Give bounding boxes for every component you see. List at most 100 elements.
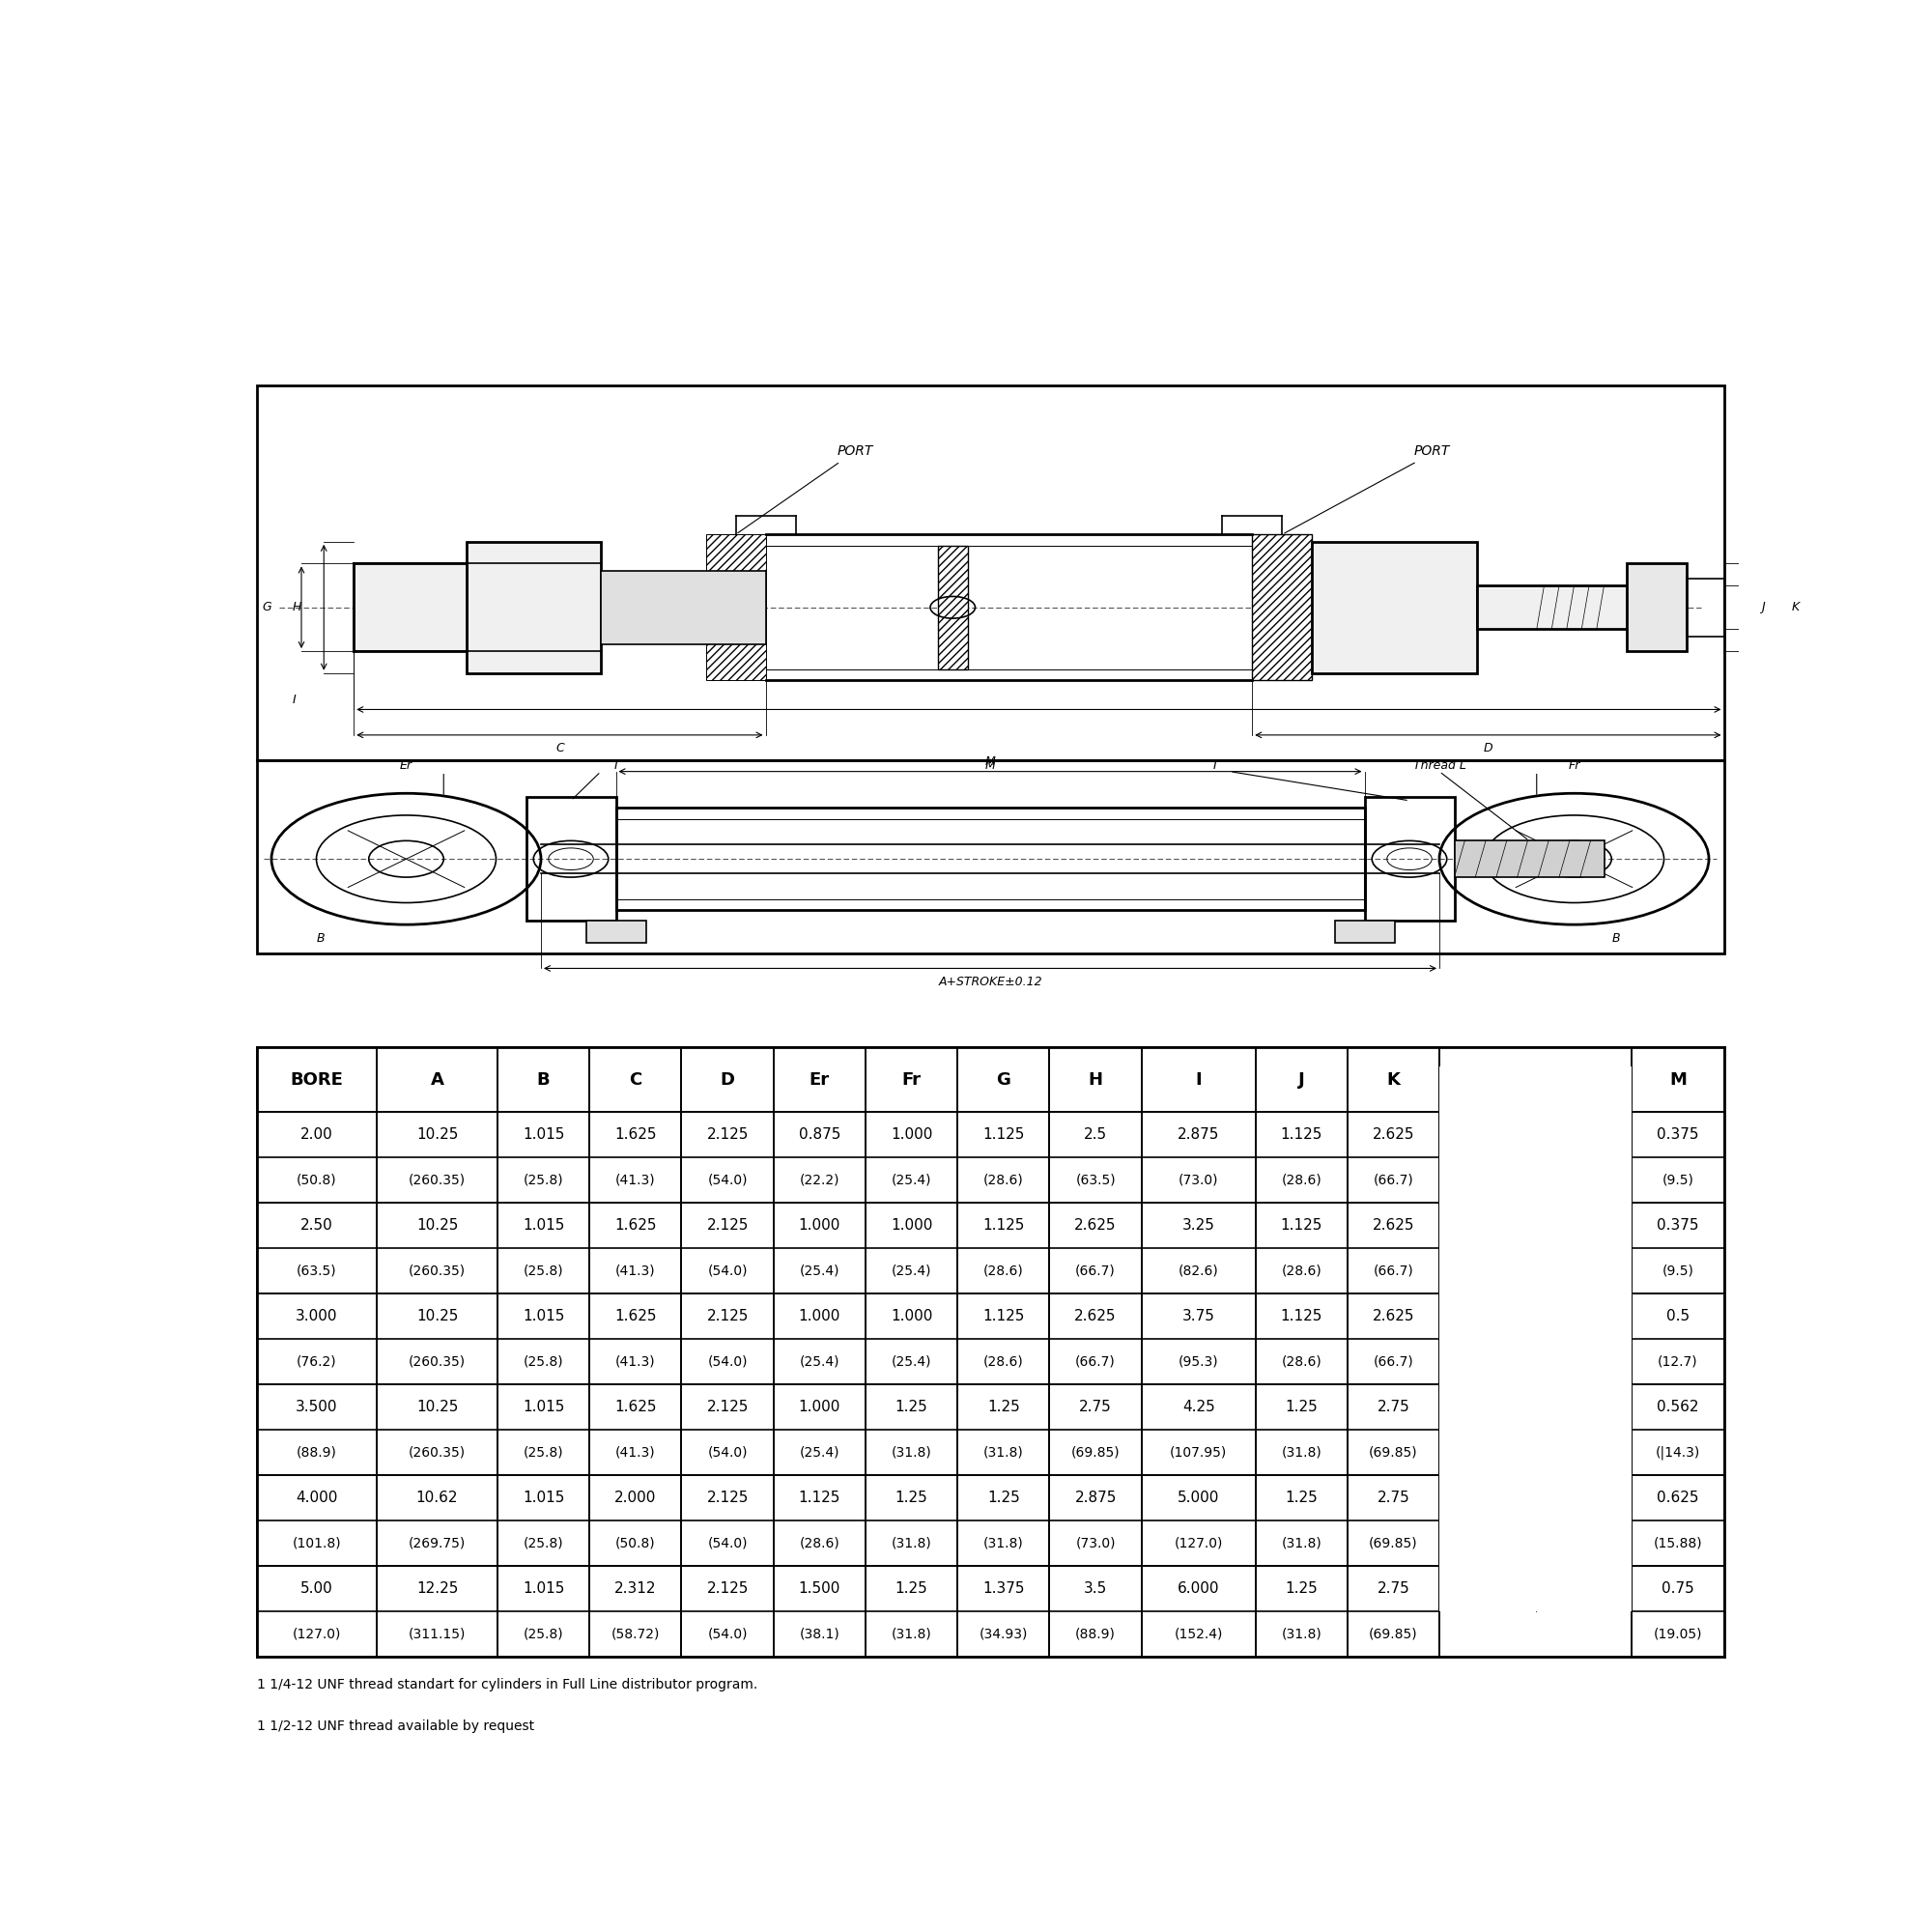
Text: 3.5: 3.5 [1084,1582,1107,1596]
Text: 5.00: 5.00 [299,1582,332,1596]
Text: (|14.3): (|14.3) [1656,1445,1700,1459]
Text: 2.125: 2.125 [707,1310,748,1323]
Text: M: M [985,755,995,767]
Text: 2.00: 2.00 [299,1126,332,1142]
Text: I: I [1213,759,1217,771]
Text: 1.25: 1.25 [895,1401,927,1414]
Text: (95.3): (95.3) [1179,1354,1219,1368]
Text: A+STROKE±0.12: A+STROKE±0.12 [939,976,1041,989]
Text: 1.015: 1.015 [522,1126,564,1142]
Text: 1.625: 1.625 [614,1310,657,1323]
Bar [1335,922,1395,943]
Text: (31.8): (31.8) [891,1445,931,1459]
Text: (31.8): (31.8) [1281,1627,1321,1640]
Text: (31.8): (31.8) [983,1445,1024,1459]
Text: J: J [1298,1070,1304,1088]
Bar [1627,564,1687,651]
Text: 1.125: 1.125 [798,1492,840,1505]
Text: (54.0): (54.0) [707,1173,748,1186]
Text: (66.7): (66.7) [1076,1264,1115,1277]
Text: 1.015: 1.015 [522,1401,564,1414]
Text: 1.125: 1.125 [983,1126,1024,1142]
Text: (66.7): (66.7) [1374,1264,1414,1277]
Text: 1.015: 1.015 [522,1217,564,1233]
Text: 1.000: 1.000 [891,1217,933,1233]
Text: (34.93): (34.93) [980,1627,1028,1640]
Text: 2.125: 2.125 [707,1217,748,1233]
Text: (25.8): (25.8) [524,1354,564,1368]
Text: 3.75: 3.75 [1182,1310,1215,1323]
Text: 5.000: 5.000 [1177,1492,1219,1505]
Text: (54.0): (54.0) [707,1445,748,1459]
Text: (69.85): (69.85) [1370,1445,1418,1459]
Text: 1.500: 1.500 [798,1582,840,1596]
Text: 1 1/16-12 UNF: 1 1/16-12 UNF [1488,1150,1584,1163]
Text: M: M [985,759,995,771]
Text: 4.000: 4.000 [296,1492,338,1505]
Text: 1.015: 1.015 [522,1582,564,1596]
Text: (73.0): (73.0) [1179,1173,1219,1186]
Bar [1364,798,1455,922]
Text: (58.72): (58.72) [611,1627,659,1640]
Text: (25.4): (25.4) [800,1354,840,1368]
Text: 2.75: 2.75 [1080,1401,1111,1414]
Text: 1.000: 1.000 [798,1401,840,1414]
Bar [937,545,968,668]
Text: Er: Er [810,1070,829,1088]
Text: I: I [1196,1070,1202,1088]
Text: C: C [556,742,564,755]
Text: (12.7): (12.7) [1658,1354,1698,1368]
Text: (127.0): (127.0) [1175,1536,1223,1549]
Text: (28.6): (28.6) [1281,1264,1321,1277]
Text: (9.5): (9.5) [1662,1173,1694,1186]
Text: G: G [263,601,270,614]
Text: (25.8): (25.8) [524,1264,564,1277]
Text: (25.8): (25.8) [524,1627,564,1640]
Text: Fr: Fr [1569,759,1580,771]
Text: 2.875: 2.875 [1074,1492,1117,1505]
Text: (54.0): (54.0) [707,1627,748,1640]
Bar [1455,840,1604,877]
Text: (76.2): (76.2) [298,1354,336,1368]
Text: J: J [1762,601,1766,614]
Text: 2.625: 2.625 [1372,1217,1414,1233]
Text: 1.625: 1.625 [614,1217,657,1233]
Text: B: B [1611,931,1619,945]
Text: (69.85): (69.85) [1070,1445,1121,1459]
Bar [705,535,765,680]
Text: (66.7): (66.7) [1374,1354,1414,1368]
Text: 0.5: 0.5 [1665,1310,1689,1323]
Bar [354,564,466,651]
Text: D: D [721,1070,734,1088]
Text: Er: Er [400,759,413,771]
Text: (54.0): (54.0) [707,1354,748,1368]
Text: (41.3): (41.3) [614,1173,655,1186]
Text: (38.1): (38.1) [800,1627,840,1640]
Text: PORT: PORT [1414,444,1449,458]
Text: (107.95): (107.95) [1171,1445,1227,1459]
Text: 2.75: 2.75 [1378,1401,1410,1414]
Text: (25.4): (25.4) [800,1445,840,1459]
Text: 1 1/4-12 UNF: 1 1/4-12 UNF [1492,1515,1580,1528]
Text: 1.375: 1.375 [983,1582,1024,1596]
Text: 2.125: 2.125 [707,1492,748,1505]
Text: (152.4): (152.4) [1175,1627,1223,1640]
Text: H: H [1088,1070,1103,1088]
Text: (41.3): (41.3) [614,1354,655,1368]
Text: (127.0): (127.0) [292,1627,342,1640]
Text: (25.8): (25.8) [524,1536,564,1549]
Text: 1.000: 1.000 [798,1217,840,1233]
Text: (25.8): (25.8) [524,1173,564,1186]
Text: (260.35): (260.35) [408,1445,466,1459]
Text: (88.9): (88.9) [296,1445,336,1459]
Text: 10.25: 10.25 [415,1401,458,1414]
Text: L: L [1530,1070,1542,1088]
Text: (82.6): (82.6) [1179,1264,1219,1277]
Text: 1.125: 1.125 [1281,1217,1321,1233]
Text: (28.6): (28.6) [1281,1354,1321,1368]
Bar [601,572,765,643]
Bar [1687,578,1723,636]
Bar [257,761,1723,954]
Text: (101.8): (101.8) [292,1536,342,1549]
Bar [257,384,1723,761]
